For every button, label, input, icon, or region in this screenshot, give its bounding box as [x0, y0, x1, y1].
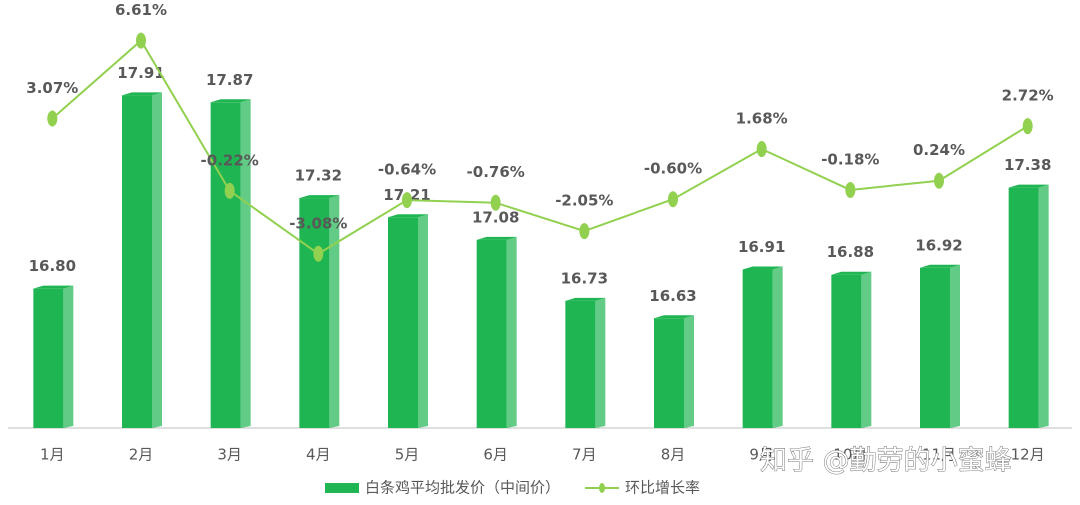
point: [934, 172, 944, 189]
point: [579, 223, 590, 240]
value-label: -3.08%: [289, 214, 347, 232]
bar: [210, 102, 241, 428]
bar: [831, 274, 862, 428]
bar-top: [1008, 184, 1049, 188]
bar: [122, 95, 152, 428]
bar: [33, 288, 64, 428]
bar-side: [63, 285, 74, 428]
value-label: 16.92: [915, 236, 962, 254]
bar-side: [152, 92, 162, 428]
x-tick-label: 8月: [661, 446, 686, 464]
value-label: 16.80: [29, 257, 76, 275]
bar-top: [742, 266, 783, 270]
value-label: 17.38: [1004, 156, 1051, 174]
legend-swatch: [599, 483, 606, 493]
bar-side: [506, 236, 517, 428]
value-label: -0.64%: [378, 161, 436, 179]
bar-top: [210, 99, 251, 103]
x-tick-label: 5月: [395, 446, 420, 464]
value-label: 3.07%: [26, 79, 78, 97]
x-tick-label: 1月: [40, 446, 65, 464]
bar-top: [33, 285, 74, 289]
x-tick-label: 4月: [306, 446, 331, 464]
x-tick-label: 11月: [922, 446, 956, 464]
value-label: 0.24%: [913, 141, 965, 159]
bar-top: [476, 236, 517, 240]
bar-top: [299, 195, 340, 199]
line: [51, 39, 1029, 255]
value-label: -0.60%: [644, 160, 702, 178]
point: [402, 192, 412, 209]
point: [47, 110, 58, 127]
x-tick-label: 12月: [1011, 446, 1045, 464]
value-label: 16.88: [827, 243, 874, 261]
bar: [920, 267, 950, 428]
bar-top: [920, 264, 960, 268]
bar-side: [772, 266, 783, 428]
x-tick-label: 6月: [483, 446, 508, 464]
point: [845, 181, 856, 198]
point: [756, 141, 767, 158]
value-label: 17.87: [206, 71, 253, 89]
value-label: 6.61%: [115, 1, 167, 19]
bar: [299, 198, 330, 428]
bar-top: [831, 271, 872, 275]
x-tick-label: 9月: [749, 446, 774, 464]
value-label: -0.18%: [821, 150, 879, 168]
point: [490, 194, 501, 211]
value-label: 1.68%: [736, 110, 788, 128]
bar-side: [1038, 184, 1049, 428]
x-tick-label: 10月: [833, 446, 867, 464]
value-label: -0.76%: [467, 163, 525, 181]
value-label: 2.72%: [1002, 87, 1054, 105]
bar-side: [861, 271, 872, 428]
legend-label: 白条鸡平均批发价（中间价）: [365, 479, 560, 497]
point: [224, 182, 235, 199]
watermark: 知乎 @勤劳的小蜜蜂: [760, 446, 1012, 477]
bar: [565, 300, 596, 428]
bar-side: [329, 195, 340, 428]
bar: [742, 269, 773, 428]
bar-side: [240, 99, 251, 428]
point: [313, 245, 324, 262]
legend-label: 环比增长率: [625, 479, 700, 497]
bar-side: [595, 297, 606, 428]
bar: [654, 318, 684, 428]
x-tick-label: 3月: [217, 446, 242, 464]
value-label: 17.08: [472, 208, 519, 226]
bar-side: [418, 214, 428, 428]
value-label: 16.73: [561, 269, 608, 287]
bar-side: [950, 264, 960, 428]
value-label: -0.22%: [201, 151, 259, 169]
bar: [476, 239, 507, 428]
bar-top: [388, 214, 428, 218]
value-label: 17.32: [295, 167, 342, 185]
bar-top: [565, 297, 606, 301]
bar-top: [654, 315, 694, 319]
x-tick-label: 7月: [572, 446, 597, 464]
legend-swatch: [325, 483, 359, 493]
value-label: 17.91: [117, 64, 164, 82]
bar-top: [122, 92, 162, 96]
value-label: 16.63: [649, 287, 696, 305]
value-label: 16.91: [738, 238, 785, 256]
bar: [1008, 187, 1039, 428]
value-label: -2.05%: [555, 192, 613, 210]
bar: [388, 217, 418, 428]
bar-side: [684, 315, 694, 428]
x-tick-label: 2月: [129, 446, 154, 464]
point: [136, 32, 146, 49]
point: [668, 191, 678, 208]
point: [1022, 118, 1033, 135]
